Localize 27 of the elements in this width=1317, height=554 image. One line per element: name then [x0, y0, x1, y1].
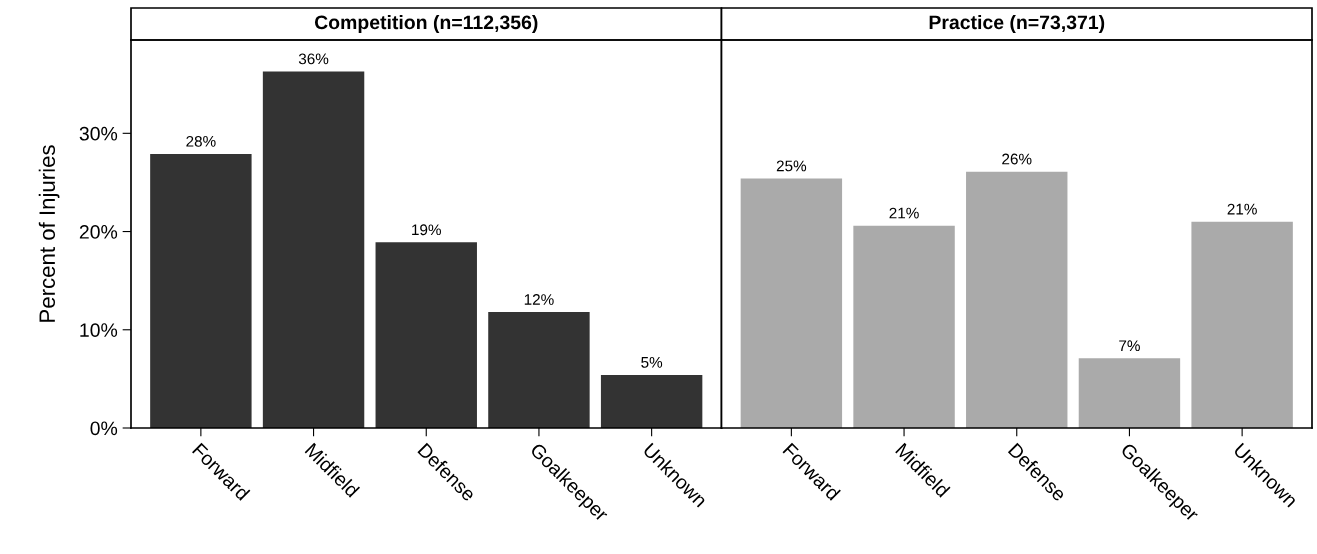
y-tick-label: 30%	[79, 126, 118, 141]
bar	[262, 71, 365, 428]
data-label: 28%	[186, 135, 216, 147]
bar	[600, 374, 703, 428]
data-label: 26%	[1002, 153, 1032, 165]
data-label: 21%	[889, 207, 919, 219]
y-tick-label: 10%	[80, 323, 118, 338]
y-axis-title: Percent of Injuries	[38, 145, 60, 322]
data-label: 5%	[641, 357, 663, 368]
bar	[488, 312, 590, 428]
data-label: 21%	[1227, 203, 1257, 215]
chart-title: Practice (n=73,371)	[929, 14, 1105, 34]
y-tick-label: 0%	[90, 421, 118, 436]
chart-title: Competition (n=112,356)	[314, 14, 538, 34]
data-label: 19%	[412, 224, 441, 236]
data-label: 25%	[776, 160, 807, 172]
bar	[150, 153, 252, 428]
y-tick-label: 20%	[79, 225, 118, 239]
bar	[375, 242, 477, 428]
bar	[853, 225, 955, 428]
bar	[966, 171, 1068, 428]
bar	[740, 178, 843, 428]
data-label: 12%	[524, 294, 554, 305]
data-label: 7%	[1119, 340, 1140, 352]
bar	[1078, 358, 1181, 428]
data-label: 36%	[298, 53, 329, 65]
bar	[1191, 221, 1293, 428]
